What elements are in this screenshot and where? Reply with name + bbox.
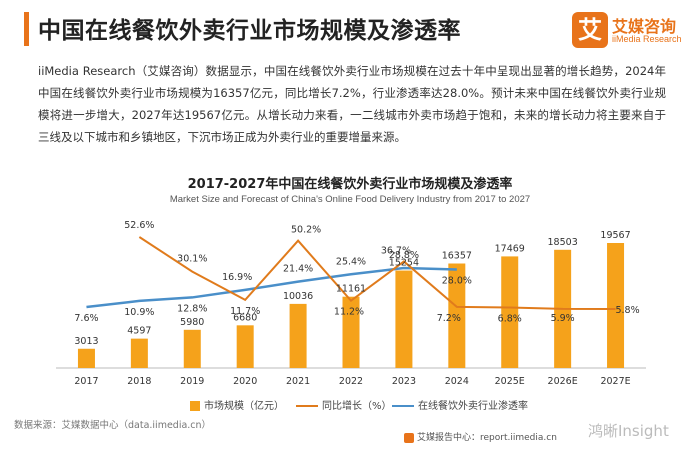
- report-center-icon: [404, 432, 414, 443]
- x-tick-2024: 2024: [445, 376, 469, 387]
- bar-label-2018: 4597: [127, 326, 151, 337]
- growth-label-2022: 11.2%: [334, 307, 364, 318]
- watermark: 鸿晰Insight: [588, 422, 669, 440]
- report-center: 艾媒报告中心：report.iimedia.cn: [404, 430, 557, 443]
- x-tick-2021: 2021: [286, 376, 310, 387]
- brand-logo-en: iiMedia Research: [612, 34, 682, 44]
- growth-label-2026E: 5.9%: [551, 313, 575, 324]
- x-tick-2026E: 2026E: [548, 376, 578, 387]
- bar-2019: [183, 329, 201, 368]
- title-accent-bar: [24, 12, 29, 46]
- bar-label-2022: 11161: [336, 284, 366, 295]
- penetration-label-2019: 12.8%: [177, 303, 207, 314]
- x-tick-2022: 2022: [339, 376, 363, 387]
- x-tick-2025E: 2025E: [495, 376, 525, 387]
- growth-label-2021: 50.2%: [291, 225, 321, 236]
- legend-swatch-growth-line-icon: [296, 405, 318, 407]
- bar-label-2023: 15254: [389, 258, 419, 269]
- legend-swatch-bar-icon: [190, 401, 200, 411]
- growth-label-2027E: 5.8%: [615, 305, 639, 316]
- growth-label-2019: 30.1%: [177, 254, 207, 265]
- penetration-label-2022: 25.4%: [336, 256, 366, 267]
- legend-label-market-size: 市场规模（亿元）: [204, 401, 284, 412]
- growth-label-2024: 7.2%: [437, 313, 461, 324]
- bar-2027E: [607, 243, 625, 368]
- penetration-label-2021: 21.4%: [283, 264, 313, 275]
- bar-label-2020: 6680: [233, 312, 257, 323]
- legend-item-growth: 同比增长（%）: [296, 397, 392, 412]
- page-title: 中国在线餐饮外卖行业市场规模及渗透率: [38, 18, 461, 44]
- penetration-label-2018: 10.9%: [124, 307, 154, 318]
- bar-label-2024: 16357: [442, 251, 472, 262]
- bar-2023: [395, 270, 413, 368]
- penetration-label-2020: 16.9%: [222, 272, 252, 283]
- legend-item-penetration: 在线餐饮外卖行业渗透率: [392, 397, 528, 412]
- x-tick-2023: 2023: [392, 376, 416, 387]
- bar-2025E: [501, 256, 519, 368]
- x-tick-2020: 2020: [233, 376, 257, 387]
- chart-subtitle: Market Size and Forecast of China's Onli…: [169, 194, 531, 205]
- x-tick-2027E: 2027E: [600, 376, 630, 387]
- chart-title: 2017-2027年中国在线餐饮外卖行业市场规模及渗透率: [187, 177, 513, 192]
- penetration-label-2017: 7.6%: [74, 313, 98, 324]
- brand-logo-icon: 艾: [572, 12, 608, 48]
- legend-swatch-penetration-line-icon: [392, 405, 414, 407]
- bar-label-2026E: 18503: [548, 237, 578, 248]
- x-tick-2017: 2017: [74, 376, 98, 387]
- x-tick-2019: 2019: [180, 376, 204, 387]
- x-tick-2018: 2018: [127, 376, 151, 387]
- bar-2020: [236, 325, 254, 368]
- penetration-label-2024: 28.0%: [442, 275, 472, 286]
- chart-legend: 市场规模（亿元） 同比增长（%） 在线餐饮外卖行业渗透率: [0, 397, 700, 413]
- bar-label-2027E: 19567: [600, 230, 630, 241]
- growth-label-2020: 11.7%: [230, 306, 260, 317]
- growth-label-2018: 52.6%: [124, 220, 154, 231]
- bar-label-2025E: 17469: [495, 243, 525, 254]
- brand-logo-cn: 艾媒咨询: [612, 17, 677, 36]
- data-source: 数据来源：艾媒数据中心（data.iimedia.cn）: [14, 420, 212, 431]
- bar-label-2019: 5980: [180, 317, 204, 328]
- description-paragraph: iiMedia Research（艾媒咨询）数据显示，中国在线餐饮外卖行业市场规…: [38, 64, 666, 144]
- penetration-label-2023: 28.8%: [389, 250, 419, 261]
- bar-2017: [77, 348, 95, 368]
- bar-label-2021: 10036: [283, 291, 313, 302]
- growth-label-2023: 36.7%: [381, 245, 411, 256]
- legend-item-market-size: 市场规模（亿元）: [190, 397, 284, 412]
- bar-2022: [342, 296, 360, 368]
- brand-logo: 艾 艾媒咨询 iiMedia Research: [572, 10, 692, 50]
- bar-2024: [448, 263, 466, 368]
- legend-label-growth: 同比增长（%）: [322, 401, 392, 412]
- bar-2018: [130, 338, 148, 368]
- bar-2021: [289, 303, 307, 368]
- growth-line: [138, 236, 616, 310]
- growth-label-2025E: 6.8%: [498, 313, 522, 324]
- bar-label-2017: 3013: [74, 336, 98, 347]
- report-center-text: 艾媒报告中心：report.iimedia.cn: [417, 433, 557, 443]
- legend-label-penetration: 在线餐饮外卖行业渗透率: [418, 401, 528, 412]
